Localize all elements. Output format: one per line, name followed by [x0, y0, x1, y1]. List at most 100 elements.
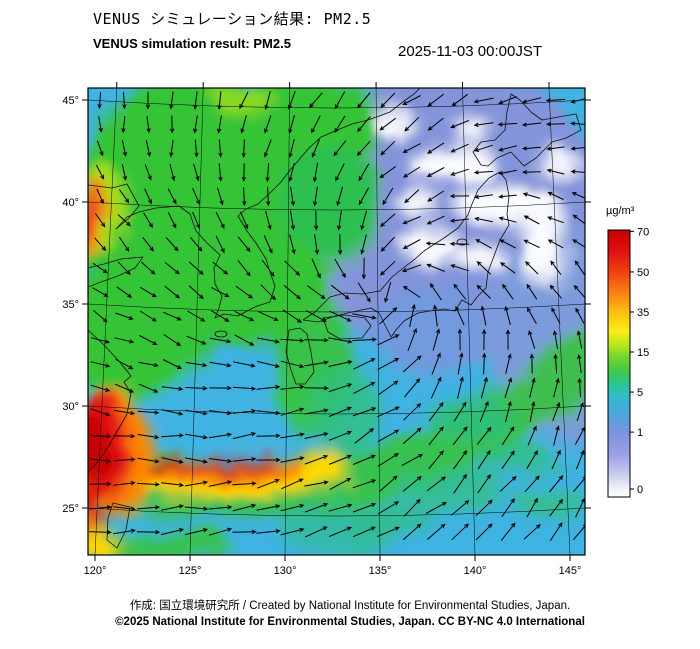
wind-arrow: [499, 262, 516, 274]
wind-arrow: [404, 378, 421, 398]
wind-arrow: [237, 260, 251, 277]
wind-arrow: [118, 189, 130, 204]
wind-arrow: [526, 450, 538, 470]
wind-arrow: [551, 307, 561, 324]
wind-arrow: [122, 91, 127, 110]
wind-arrow: [232, 408, 257, 414]
wind-arrow: [232, 386, 257, 391]
wind-arrow: [357, 92, 371, 109]
wind-arrow: [545, 121, 565, 127]
wind-arrow: [547, 216, 564, 224]
wind-arrow: [529, 353, 535, 374]
wind-arrow: [570, 98, 585, 104]
wind-arrow: [549, 522, 563, 542]
wind-arrow: [113, 528, 136, 535]
wind-arrow: [163, 311, 182, 321]
wind-arrow: [360, 210, 367, 231]
wind-arrow: [449, 241, 470, 247]
wind-arrow: [188, 261, 204, 275]
wind-arrow: [113, 506, 136, 512]
wind-arrow: [546, 146, 565, 151]
wind-arrow: [92, 287, 109, 297]
wind-arrow: [360, 234, 367, 255]
wind-arrow: [137, 457, 160, 464]
wind-arrow: [476, 284, 491, 299]
wind-arrow: [89, 434, 112, 439]
wind-arrow: [89, 505, 112, 510]
credit-line: 作成: 国立環境研究所 / Created by National Instit…: [129, 600, 571, 612]
wind-arrow: [162, 359, 182, 369]
wind-arrow: [121, 140, 128, 157]
wind-arrow: [431, 352, 441, 375]
wind-arrow: [265, 162, 270, 183]
wind-arrow: [553, 353, 558, 374]
wind-arrow: [577, 353, 582, 373]
wind-arrow: [576, 401, 584, 422]
wind-arrow: [353, 382, 376, 394]
wind-arrow: [89, 481, 112, 487]
wind-arrow: [334, 91, 346, 110]
wind-arrow: [92, 262, 108, 274]
lon-tick-label: 140°: [464, 565, 487, 577]
wind-arrow: [425, 241, 446, 246]
wind-arrow: [475, 523, 493, 541]
wind-arrow: [117, 261, 131, 276]
wind-arrow: [528, 330, 536, 349]
wind-arrow: [547, 239, 564, 249]
wind-arrow: [474, 216, 493, 223]
wind-arrow: [402, 355, 422, 373]
pm25-field: [88, 88, 585, 555]
coastline-kyushu: [285, 327, 315, 385]
wind-arrow: [572, 214, 585, 225]
wind-arrow: [161, 457, 184, 464]
wind-arrow: [312, 162, 319, 183]
wind-arrow: [266, 186, 271, 207]
wind-arrow: [304, 503, 329, 513]
coastline-shandong: [88, 256, 144, 288]
wind-arrow: [116, 286, 133, 298]
wind-arrow: [216, 115, 222, 134]
wind-arrow: [328, 526, 352, 538]
wind-arrow: [521, 122, 542, 127]
wind-arrow: [379, 306, 398, 325]
wind-arrow: [403, 498, 421, 517]
wind-arrow: [138, 361, 159, 368]
wind-arrow: [218, 163, 223, 182]
wind-arrow: [525, 261, 539, 275]
wind-arrow: [425, 501, 448, 514]
wind-arrow: [280, 527, 305, 536]
wind-arrow: [402, 475, 422, 492]
wind-arrow: [284, 260, 301, 276]
wind-arrow: [499, 239, 516, 249]
wind-arrow: [573, 284, 585, 299]
wind-arrow: [402, 427, 422, 445]
wind-arrow: [184, 506, 209, 511]
wind-arrow: [235, 285, 254, 299]
wind-arrow: [429, 282, 442, 301]
wind-arrow: [232, 432, 257, 440]
wind-arrow: [313, 210, 319, 231]
wind-arrow: [529, 377, 536, 398]
wind-arrow: [522, 192, 541, 199]
wind-arrow: [194, 139, 199, 158]
wind-arrow: [90, 361, 111, 368]
wind-arrow: [451, 499, 470, 516]
wind-arrow: [336, 186, 343, 207]
wind-arrow: [452, 426, 468, 446]
wind-arrow: [311, 139, 320, 158]
wind-arrow: [552, 329, 558, 349]
wind-arrow: [402, 216, 421, 225]
wind-arrow: [523, 215, 540, 225]
wind-arrow: [449, 193, 470, 199]
wind-arrow: [232, 481, 257, 486]
wind-arrow: [145, 91, 151, 110]
wind-arrow: [141, 261, 156, 275]
wind-arrow: [475, 239, 493, 249]
wind-arrow: [304, 432, 329, 439]
wind-arrow: [526, 283, 538, 300]
wind-arrow: [307, 285, 326, 300]
wind-arrow: [90, 337, 110, 344]
wind-arrow: [352, 313, 377, 320]
wind-arrow: [328, 383, 353, 393]
